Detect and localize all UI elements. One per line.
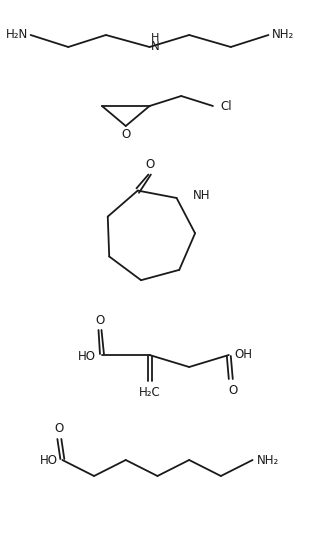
Text: HO: HO	[40, 454, 58, 466]
Text: H₂N: H₂N	[5, 28, 27, 42]
Text: NH: NH	[192, 190, 210, 203]
Text: O: O	[55, 423, 64, 435]
Text: H: H	[151, 33, 160, 43]
Text: N: N	[151, 39, 160, 52]
Text: NH₂: NH₂	[257, 454, 279, 466]
Text: O: O	[228, 384, 237, 397]
Text: O: O	[121, 128, 131, 141]
Text: O: O	[145, 158, 154, 171]
Text: HO: HO	[78, 350, 96, 362]
Text: O: O	[95, 314, 105, 327]
Text: NH₂: NH₂	[271, 28, 294, 42]
Text: Cl: Cl	[221, 100, 233, 112]
Text: OH: OH	[235, 348, 253, 360]
Text: H₂C: H₂C	[139, 385, 161, 399]
